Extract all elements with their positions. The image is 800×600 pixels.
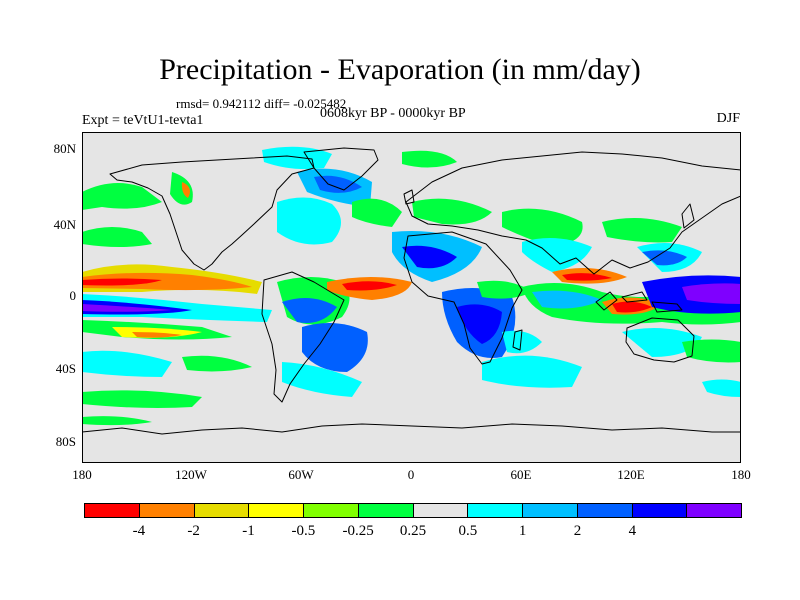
colorbar-label: -0.5 xyxy=(291,523,316,539)
colorbar-label: -2 xyxy=(187,523,200,539)
lon-tick-label: 120E xyxy=(617,467,645,482)
colorbar-swatch xyxy=(358,504,414,517)
lon-tick-label: 120W xyxy=(175,467,207,482)
lat-tick-label: 0 xyxy=(69,288,77,303)
lon-tick-label: 60E xyxy=(510,467,532,482)
lon-tick-label: 0 xyxy=(407,467,415,482)
colorbar-label: 1 xyxy=(518,523,527,539)
lon-tick-label: 60W xyxy=(288,467,314,482)
lon-tick-label: 180 xyxy=(72,467,92,482)
colorbar-swatch xyxy=(577,504,633,517)
lat-tick-label: 40S xyxy=(55,361,76,376)
colorbar-label: -1 xyxy=(242,523,255,539)
map-plot xyxy=(82,132,741,463)
colorbar xyxy=(84,503,742,518)
colorbar-swatch xyxy=(249,504,304,517)
colorbar-label: 2 xyxy=(573,523,582,539)
colorbar-label: 0.25 xyxy=(399,523,427,539)
colorbar-swatch xyxy=(304,504,359,517)
colorbar-swatch xyxy=(687,504,741,517)
period-label: 0608kyr BP - 0000kyr BP xyxy=(320,106,466,121)
colorbar-label: -0.25 xyxy=(342,523,374,539)
colorbar-swatch xyxy=(523,504,578,517)
chart-title: Precipitation - Evaporation (in mm/day) xyxy=(159,53,641,86)
stats-label: rmsd= 0.942112 diff= -0.025482 xyxy=(176,96,347,111)
colorbar-label: 0.5 xyxy=(458,523,478,539)
lat-tick-label: 80S xyxy=(55,434,76,449)
lat-tick-label: 80N xyxy=(53,141,76,156)
season-label: DJF xyxy=(716,111,740,126)
colorbar-swatch xyxy=(194,504,250,517)
colorbar-swatch xyxy=(85,504,140,517)
colorbar-swatch xyxy=(632,504,688,517)
precip-evap-field xyxy=(82,146,741,426)
coastlines xyxy=(82,147,741,435)
lat-tick-label: 40N xyxy=(53,217,76,232)
experiment-label: Expt = teVtU1-tevta1 xyxy=(82,113,204,128)
colorbar-swatch xyxy=(413,504,469,517)
lon-tick-label: 180 xyxy=(731,467,751,482)
colorbar-label: -4 xyxy=(132,523,146,539)
colorbar-swatch xyxy=(468,504,523,517)
colorbar-swatch xyxy=(139,504,195,517)
colorbar-label: 4 xyxy=(628,523,637,539)
